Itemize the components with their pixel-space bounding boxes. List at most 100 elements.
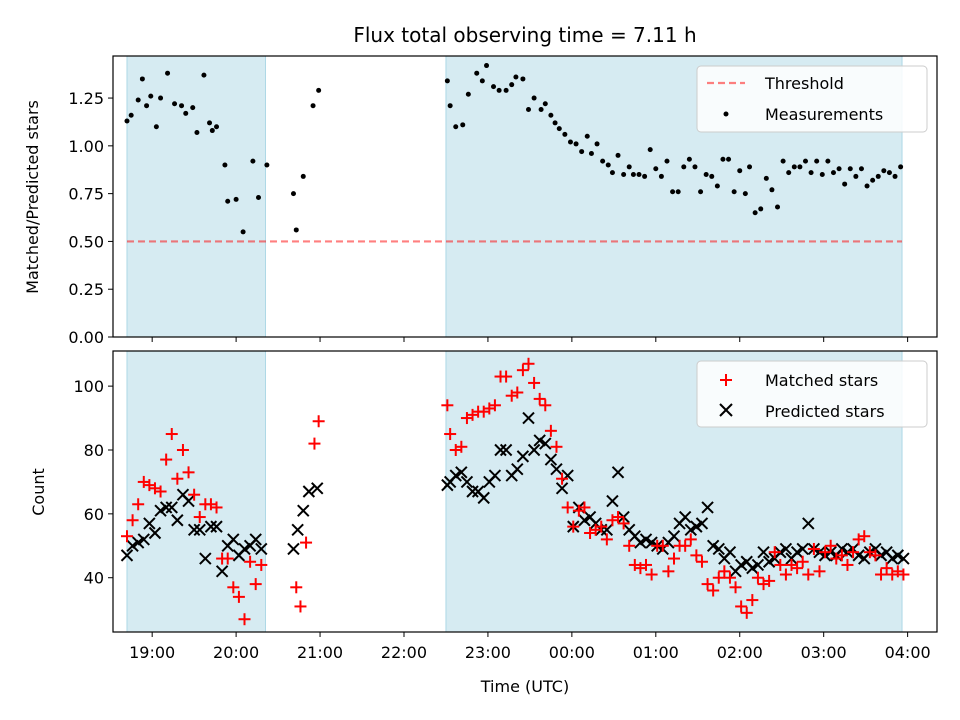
- matched-star-marker: [791, 562, 804, 575]
- predicted-star-stroke: [199, 552, 212, 565]
- measurement-point: [128, 112, 134, 118]
- measurement-point: [658, 173, 664, 179]
- matched-star-marker: [645, 568, 658, 581]
- predicted-star-stroke: [734, 558, 748, 572]
- predicted-star-marker: [148, 526, 162, 540]
- measurement-point: [747, 164, 753, 170]
- predicted-star-stroke: [611, 466, 625, 479]
- measurement-point: [588, 150, 594, 156]
- predicted-star-stroke: [706, 539, 720, 552]
- measurement-point: [842, 181, 848, 187]
- bot-y-tick-label: 80: [84, 441, 104, 460]
- x-tick-label: 02:00: [717, 643, 763, 662]
- legend-predicted-swatch: [719, 403, 733, 417]
- measurement-point: [791, 164, 797, 170]
- bottom-legend: Matched stars Predicted stars: [696, 360, 928, 428]
- top-legend: Threshold Measurements: [696, 65, 928, 133]
- matched-star-marker: [813, 565, 826, 578]
- predicted-star-marker: [751, 558, 765, 572]
- predicted-star-marker: [734, 558, 748, 572]
- bottom-y-axis-label: Count: [29, 468, 48, 516]
- matched-star-marker: [712, 571, 725, 584]
- legend-predicted-label: Predicted stars: [765, 402, 885, 421]
- predicted-star-stroke: [527, 443, 541, 457]
- matched-star-marker: [763, 574, 776, 587]
- matched-star-marker: [539, 399, 552, 412]
- measurement-point: [780, 158, 786, 164]
- measurement-point: [714, 183, 720, 189]
- predicted-star-stroke: [477, 491, 490, 505]
- measurement-point: [144, 103, 150, 109]
- predicted-star-marker: [287, 542, 300, 556]
- predicted-star-marker: [796, 542, 809, 556]
- legend-matched-label: Matched stars: [765, 371, 878, 390]
- measurement-point: [752, 210, 758, 216]
- measurement-point: [158, 95, 164, 101]
- predicted-star-stroke: [460, 475, 474, 489]
- predicted-star-stroke: [555, 482, 569, 495]
- predicted-star-marker: [539, 437, 552, 450]
- measurement-point: [636, 172, 642, 178]
- measurement-point: [465, 91, 471, 97]
- predicted-star-marker: [555, 482, 569, 495]
- measurement-point: [496, 87, 502, 93]
- measurement-point: [513, 74, 519, 80]
- predicted-star-marker: [634, 536, 647, 549]
- predicted-star-marker: [891, 549, 905, 562]
- matched-star-marker: [880, 562, 893, 575]
- measurement-point: [479, 78, 485, 84]
- predicted-star-stroke: [471, 485, 485, 498]
- matched-star-marker: [723, 571, 736, 584]
- matched-star-marker: [132, 498, 145, 511]
- measurement-point: [886, 170, 892, 176]
- predicted-star-stroke: [287, 542, 300, 556]
- bot-y-tick-label: 40: [84, 569, 104, 588]
- measurement-point: [814, 158, 820, 164]
- matched-star-marker: [244, 555, 257, 568]
- predicted-star-marker: [488, 469, 502, 482]
- measurement-point: [222, 162, 228, 168]
- predicted-star-marker: [712, 542, 725, 556]
- x-tick-label: 19:00: [129, 643, 175, 662]
- matched-star-marker: [160, 453, 173, 466]
- measurement-point: [726, 156, 732, 162]
- predicted-star-stroke: [187, 523, 201, 537]
- measurement-point: [542, 101, 548, 107]
- measurement-point: [769, 187, 775, 193]
- measurement-point: [898, 164, 904, 170]
- measurement-point: [172, 101, 178, 107]
- matched-star-marker: [807, 542, 820, 555]
- measurement-point: [621, 172, 627, 178]
- predicted-star-marker: [494, 443, 507, 457]
- measurement-point: [830, 170, 836, 176]
- predicted-star-stroke: [297, 504, 310, 517]
- predicted-star-stroke: [891, 549, 905, 562]
- measurement-point: [626, 164, 632, 170]
- measurement-point: [630, 172, 636, 178]
- predicted-star-stroke: [634, 536, 647, 549]
- measurement-point: [165, 70, 171, 76]
- measurement-point: [847, 166, 853, 172]
- predicted-star-marker: [215, 565, 229, 578]
- matched-star-marker: [779, 568, 792, 581]
- predicted-star-marker: [238, 542, 251, 556]
- predicted-star-stroke: [455, 466, 468, 479]
- matched-star-marker: [154, 485, 167, 498]
- predicted-star-stroke: [589, 517, 602, 530]
- measurement-point: [255, 194, 261, 200]
- predicted-star-marker: [723, 545, 737, 559]
- measurement-point: [225, 198, 231, 204]
- predicted-star-stroke: [639, 533, 653, 546]
- matched-star-marker: [238, 613, 251, 626]
- measurement-point: [758, 206, 764, 212]
- predicted-star-stroke: [165, 501, 178, 514]
- top-legend-box: [696, 65, 928, 133]
- measurement-point: [139, 76, 145, 82]
- predicted-star-stroke: [628, 529, 642, 543]
- matched-star-marker: [897, 568, 910, 581]
- predicted-star-stroke: [494, 443, 507, 457]
- predicted-star-stroke: [746, 561, 759, 575]
- predicted-star-stroke: [255, 542, 268, 556]
- measurement-point: [825, 158, 831, 164]
- matched-star-marker: [707, 584, 720, 597]
